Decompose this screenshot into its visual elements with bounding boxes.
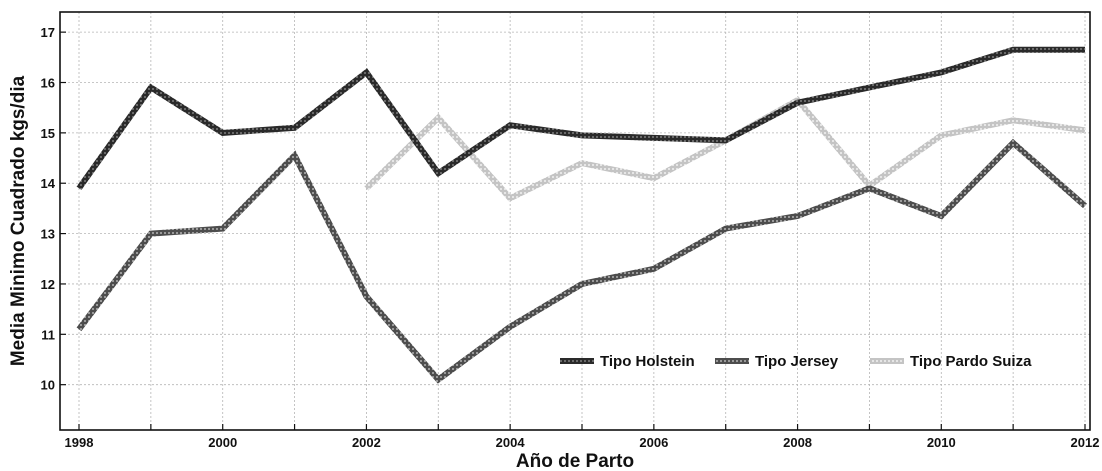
y-tick-label: 14 bbox=[41, 176, 56, 191]
y-tick-label: 11 bbox=[41, 327, 55, 342]
y-tick-label: 10 bbox=[41, 378, 55, 393]
legend: Tipo Holstein Tipo Jersey Tipo Pardo Suiza bbox=[560, 353, 1032, 370]
legend-label: Tipo Pardo Suiza bbox=[910, 353, 1032, 370]
y-tick-label: 15 bbox=[41, 126, 55, 141]
x-tick-label: 2004 bbox=[496, 435, 526, 450]
x-tick-label: 2002 bbox=[352, 435, 381, 450]
x-tick-label: 1998 bbox=[65, 435, 94, 450]
series-line-1 bbox=[76, 46, 1085, 191]
y-axis-ticks: 10 11 12 13 14 15 16 17 bbox=[41, 25, 66, 393]
x-tick-label: 2012 bbox=[1071, 435, 1100, 450]
y-tick-label: 16 bbox=[41, 76, 55, 91]
legend-label: Tipo Holstein bbox=[600, 353, 695, 370]
series-line-2 bbox=[76, 138, 1087, 384]
series-lines bbox=[76, 46, 1087, 384]
y-axis-title: Media Minimo Cuadrado kgs/dia bbox=[8, 75, 29, 366]
x-tick-label: 2008 bbox=[783, 435, 812, 450]
x-tick-label: 2000 bbox=[208, 435, 237, 450]
plot-frame bbox=[59, 11, 1091, 431]
legend-label: Tipo Jersey bbox=[755, 353, 839, 370]
grid bbox=[60, 12, 1090, 430]
y-tick-label: 13 bbox=[41, 227, 55, 242]
x-tick-label: 2006 bbox=[639, 435, 668, 450]
x-axis-ticks: 1998 2000 2002 2004 2006 2008 2010 2012 bbox=[65, 424, 1100, 450]
y-tick-label: 17 bbox=[41, 25, 55, 40]
x-tick-label: 2010 bbox=[927, 435, 956, 450]
x-axis-title: Año de Parto bbox=[516, 451, 634, 471]
y-tick-label: 12 bbox=[41, 277, 55, 292]
